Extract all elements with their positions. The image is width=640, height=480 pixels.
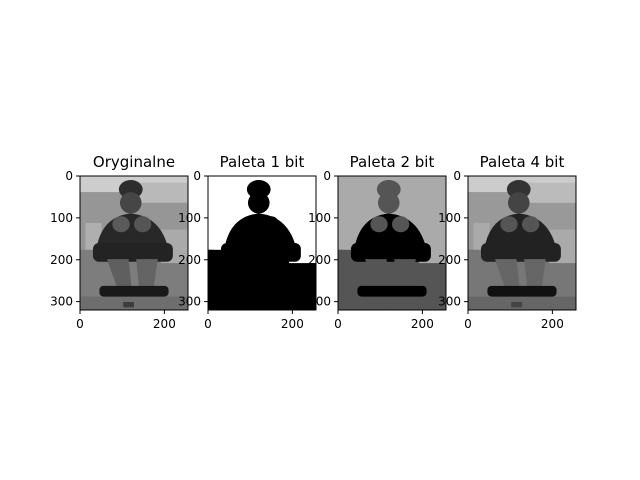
y-tick-label: 300 — [308, 295, 331, 309]
y-tick-label: 100 — [178, 211, 201, 225]
axes-frame — [79, 175, 189, 311]
x-tick-label: 200 — [281, 317, 304, 331]
x-tick-label: 0 — [334, 317, 342, 331]
subplot-title: Paleta 2 bit — [350, 153, 435, 171]
y-tick-label: 0 — [65, 169, 73, 183]
axes-frame — [337, 175, 447, 311]
y-tick-label: 300 — [178, 295, 201, 309]
subplot-title: Paleta 1 bit — [220, 153, 305, 171]
subplot-4: Paleta 4 bit 0 200 0 100 200 300 — [438, 153, 577, 331]
y-tick-label: 0 — [453, 169, 461, 183]
image-content — [468, 176, 576, 310]
y-tick-label: 300 — [438, 295, 461, 309]
subplot-title: Oryginalne — [93, 153, 175, 171]
x-tick-label: 0 — [76, 317, 84, 331]
image-content — [338, 176, 446, 310]
y-tick-label: 0 — [323, 169, 331, 183]
axes-frame — [467, 175, 577, 311]
y-tick-label: 200 — [178, 253, 201, 267]
y-tick-label: 100 — [438, 211, 461, 225]
x-tick-label: 0 — [204, 317, 212, 331]
y-tick-label: 0 — [193, 169, 201, 183]
image-content — [80, 176, 188, 310]
y-tick-label: 200 — [438, 253, 461, 267]
y-tick-label: 100 — [308, 211, 331, 225]
x-tick-label: 0 — [464, 317, 472, 331]
y-tick-label: 300 — [50, 295, 73, 309]
x-tick-label: 200 — [541, 317, 564, 331]
x-tick-label: 200 — [153, 317, 176, 331]
y-tick-label: 200 — [308, 253, 331, 267]
subplot-1: Oryginalne 0 200 0 100 200 300 — [50, 153, 189, 331]
x-tick-label: 200 — [411, 317, 434, 331]
image-content — [208, 176, 316, 310]
subplot-3: Paleta 2 bit 0 200 0 100 200 300 — [308, 153, 447, 331]
subplot-2: Paleta 1 bit 0 200 0 100 200 300 — [178, 153, 317, 331]
subplot-title: Paleta 4 bit — [480, 153, 565, 171]
axes-frame — [207, 175, 317, 311]
y-tick-label: 200 — [50, 253, 73, 267]
y-tick-label: 100 — [50, 211, 73, 225]
